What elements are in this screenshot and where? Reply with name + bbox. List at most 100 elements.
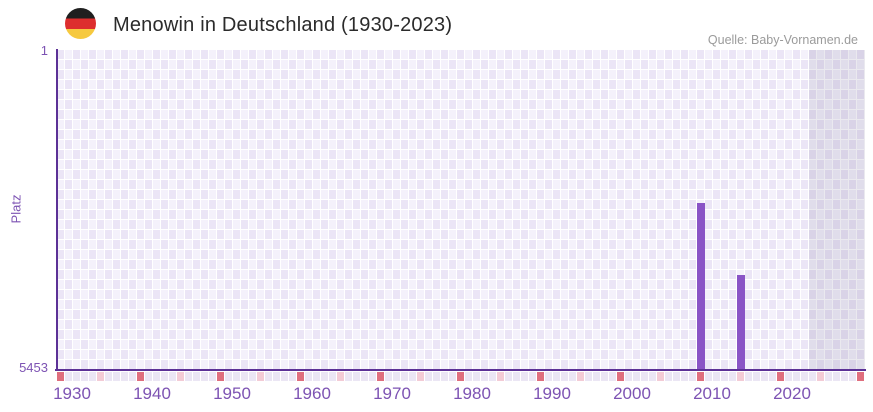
year-tick-1966 [345,372,352,381]
x-axis-label-2010: 2010 [693,384,731,403]
future-years-shaded-region [809,50,865,369]
year-tick-1943 [161,372,168,381]
year-tick-2015 [737,372,744,381]
year-tick-1974 [409,372,416,381]
year-tick-2012 [713,372,720,381]
year-tick-2024 [809,372,816,381]
y-axis-title: Platz [8,194,24,224]
year-tick-1996 [585,372,592,381]
year-tick-1935 [97,372,104,381]
year-tick-2013 [721,372,728,381]
year-tick-2010 [697,372,704,381]
year-tick-1933 [81,372,88,381]
year-tick-1942 [153,372,160,381]
year-tick-2003 [641,372,648,381]
year-tick-1963 [321,372,328,381]
year-tick-1985 [497,372,504,381]
year-tick-1998 [601,372,608,381]
x-axis-label-2000: 2000 [613,384,651,403]
year-tick-1965 [337,372,344,381]
year-tick-1957 [273,372,280,381]
year-tick-1987 [513,372,520,381]
year-tick-1932 [73,372,80,381]
year-tick-2006 [665,372,672,381]
year-tick-1930 [57,372,64,381]
year-tick-1955 [257,372,264,381]
year-tick-1981 [465,372,472,381]
year-tick-2009 [689,372,696,381]
x-axis-label-1940: 1940 [133,384,171,403]
year-tick-1975 [417,372,424,381]
year-tick-1982 [473,372,480,381]
year-tick-1953 [241,372,248,381]
year-tick-1934 [89,372,96,381]
year-tick-2026 [825,372,832,381]
germany-flag-icon [65,8,96,39]
year-tick-1986 [505,372,512,381]
year-tick-2007 [673,372,680,381]
year-tick-1951 [225,372,232,381]
year-tick-1949 [209,372,216,381]
year-tick-1946 [185,372,192,381]
year-tick-1992 [553,372,560,381]
year-tick-2021 [785,372,792,381]
year-tick-2018 [761,372,768,381]
year-tick-1976 [425,372,432,381]
year-tick-1968 [361,372,368,381]
year-tick-1980 [457,372,464,381]
x-axis-line [55,369,866,371]
year-tick-1999 [609,372,616,381]
year-tick-1952 [233,372,240,381]
year-tick-2002 [633,372,640,381]
year-tick-1940 [137,372,144,381]
year-tick-1960 [297,372,304,381]
year-tick-2023 [801,372,808,381]
year-tick-2028 [841,372,848,381]
year-tick-2025 [817,372,824,381]
year-tick-1958 [281,372,288,381]
year-tick-1995 [577,372,584,381]
y-axis-tick-bottom: 5453 [19,360,48,375]
x-axis-label-1970: 1970 [373,384,411,403]
x-axis-tick-strip [57,372,865,381]
year-tick-1988 [521,372,528,381]
source-attribution: Quelle: Baby-Vornamen.de [707,33,858,47]
year-tick-2000 [617,372,624,381]
year-tick-2001 [625,372,632,381]
plot-area [57,50,865,370]
year-tick-2029 [849,372,856,381]
year-tick-1961 [305,372,312,381]
year-tick-2017 [753,372,760,381]
year-tick-2004 [649,372,656,381]
x-axis-label-1990: 1990 [533,384,571,403]
year-tick-2020 [777,372,784,381]
year-tick-2016 [745,372,752,381]
year-tick-1947 [193,372,200,381]
year-tick-1937 [113,372,120,381]
year-tick-2022 [793,372,800,381]
year-tick-1948 [201,372,208,381]
year-tick-1977 [433,372,440,381]
year-tick-2005 [657,372,664,381]
year-tick-1997 [593,372,600,381]
year-tick-1972 [393,372,400,381]
year-tick-1956 [265,372,272,381]
year-tick-1936 [105,372,112,381]
x-axis-label-1930: 1930 [53,384,91,403]
year-tick-1962 [313,372,320,381]
year-tick-1959 [289,372,296,381]
year-tick-1973 [401,372,408,381]
year-tick-1969 [369,372,376,381]
chart-bar-2010 [697,202,705,369]
x-axis-label-1950: 1950 [213,384,251,403]
year-tick-1945 [177,372,184,381]
year-tick-1964 [329,372,336,381]
year-tick-1938 [121,372,128,381]
year-tick-1991 [545,372,552,381]
x-axis-label-1980: 1980 [453,384,491,403]
year-tick-1939 [129,372,136,381]
year-tick-2011 [705,372,712,381]
year-tick-1950 [217,372,224,381]
x-axis-label-1960: 1960 [293,384,331,403]
